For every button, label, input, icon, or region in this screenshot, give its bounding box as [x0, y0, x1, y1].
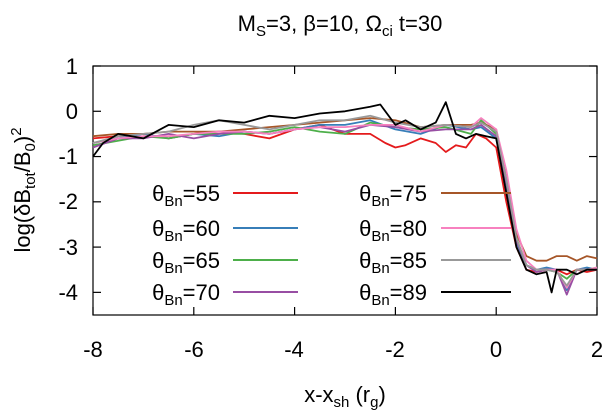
x-tick-label: 2	[591, 337, 603, 362]
ylabel-b-sub: 0	[22, 143, 39, 151]
x-tick-label: -4	[284, 337, 304, 362]
series-line-85	[92, 114, 597, 287]
series-line-60	[92, 119, 598, 292]
legend-label-80: θBn=80	[359, 216, 427, 245]
legend-label-89: θBn=89	[359, 280, 427, 309]
series-group	[92, 101, 598, 296]
y-tick-labels: 1 0 -1 -2 -3 -4	[58, 54, 78, 305]
x-tick-label: -6	[184, 337, 204, 362]
x-axis-title: x-xsh (rg)	[304, 382, 386, 411]
y-tick-label: -1	[58, 144, 78, 169]
ylabel-a: log(δB	[10, 189, 35, 253]
y-tick-label: -3	[58, 235, 78, 260]
ylabel-c: )	[10, 136, 35, 143]
xlabel-unit-sub: g	[370, 394, 378, 411]
y-tick-label: -4	[58, 280, 78, 305]
x-tick-label: -2	[385, 337, 405, 362]
legend-label-70: θBn=70	[152, 280, 220, 309]
ylabel-sup: 2	[8, 127, 25, 135]
plot-title: MS=3, β=10, Ωci t=30	[238, 11, 443, 40]
ylabel-b: /B	[10, 151, 35, 172]
xlabel-after: (r	[349, 382, 370, 407]
xlabel-close: )	[378, 382, 385, 407]
legend: θBn=55 θBn=60 θBn=65 θBn=70 θBn=75 θBn=80 θBn=…	[152, 181, 511, 309]
x-tick-label: -8	[83, 337, 103, 362]
title-rest: =3, β=10, Ω	[266, 11, 382, 36]
legend-label-65: θBn=65	[152, 248, 220, 277]
legend-label-60: θBn=60	[152, 216, 220, 245]
y-tick-label: 0	[66, 99, 78, 124]
ylabel-a-sub: tot	[22, 171, 39, 189]
y-axis-title: log(δBtot/B0)2	[8, 127, 39, 252]
ticks-group	[92, 65, 598, 315]
legend-label-75: θBn=75	[359, 181, 427, 210]
title-prefix-sub: S	[256, 23, 266, 40]
title-omega-sub: ci	[382, 23, 393, 40]
x-tick-label: 0	[490, 337, 502, 362]
legend-label-55: θBn=55	[152, 181, 220, 210]
x-tick-labels: -8 -6 -4 -2 0 2	[83, 337, 603, 362]
xlabel-sub: sh	[334, 394, 350, 411]
series-line-89	[92, 101, 597, 294]
series-line-80	[92, 117, 598, 289]
xlabel-main: x-x	[304, 382, 333, 407]
legend-label-85: θBn=85	[359, 248, 427, 277]
title-tail: t=30	[393, 11, 443, 36]
y-tick-label: 1	[66, 54, 78, 79]
plot-frame	[92, 65, 598, 316]
title-prefix: M	[238, 11, 256, 36]
y-tick-label: -2	[58, 189, 78, 214]
